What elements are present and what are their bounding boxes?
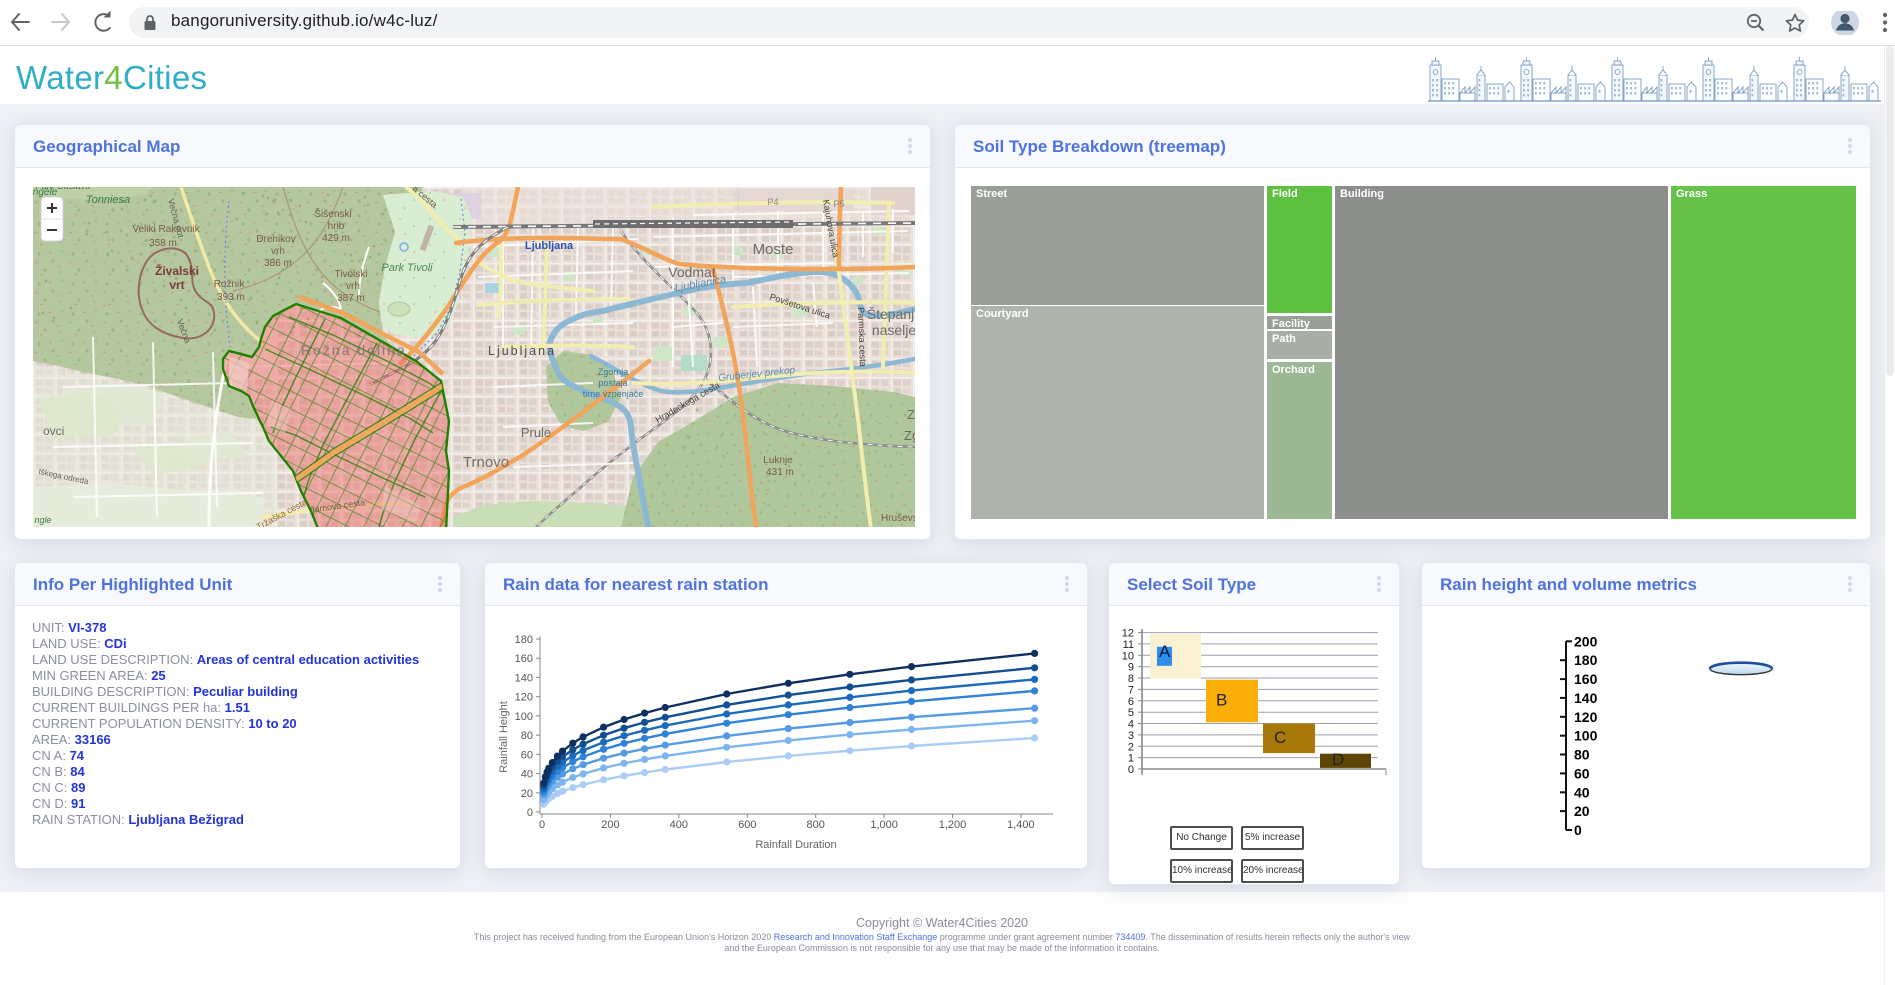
svg-text:200: 200 [601, 819, 619, 831]
svg-text:600: 600 [738, 819, 756, 831]
svg-text:10: 10 [1122, 650, 1134, 662]
svg-text:Tonniesa: Tonniesa [86, 194, 130, 206]
svg-text:60: 60 [521, 749, 533, 761]
svg-text:naselje: naselje [872, 322, 915, 338]
svg-text:A: A [1159, 642, 1171, 661]
svg-text:40: 40 [521, 769, 533, 781]
svg-text:Tivolski: Tivolski [335, 269, 368, 280]
svg-text:ngele: ngele [33, 187, 58, 198]
svg-text:Vodmat: Vodmat [668, 264, 716, 280]
svg-text:Trnovo: Trnovo [463, 454, 509, 471]
svg-text:12: 12 [1122, 628, 1134, 640]
svg-text:120: 120 [1574, 709, 1598, 725]
svg-text:393 m: 393 m [217, 292, 245, 303]
svg-text:20: 20 [1574, 803, 1590, 819]
svg-text:80: 80 [1574, 747, 1590, 763]
svg-text:Hruševsk: Hruševsk [881, 513, 915, 524]
svg-text:Štepanjs: Štepanjs [867, 306, 915, 322]
svg-text:Drenikov: Drenikov [256, 234, 295, 245]
svg-text:1: 1 [1128, 753, 1134, 765]
svg-text:ngle: ngle [34, 515, 51, 525]
svg-text:3: 3 [1128, 730, 1134, 742]
svg-text:60: 60 [1574, 765, 1590, 781]
svg-text:358 m: 358 m [149, 238, 177, 249]
svg-text:180: 180 [1574, 652, 1598, 668]
svg-text:Živalski: Živalski [155, 263, 199, 278]
svg-text:0: 0 [1574, 822, 1582, 838]
svg-text:160: 160 [1574, 671, 1598, 687]
svg-text:vrh: vrh [271, 246, 285, 257]
svg-text:Moste: Moste [753, 241, 794, 258]
svg-text:180: 180 [515, 634, 533, 646]
svg-text:387 m: 387 m [337, 293, 365, 304]
svg-text:ovci: ovci [43, 424, 64, 438]
svg-text:Park Gustava: Park Gustava [36, 187, 91, 191]
svg-text:0: 0 [1128, 764, 1134, 776]
svg-text:Ljubljana: Ljubljana [525, 240, 574, 252]
svg-text:40: 40 [1574, 784, 1590, 800]
svg-text:100: 100 [1574, 728, 1598, 744]
svg-text:Zgornja: Zgornja [598, 367, 629, 377]
svg-text:9: 9 [1128, 662, 1134, 674]
svg-text:C: C [1274, 728, 1286, 747]
svg-text:5: 5 [1128, 707, 1134, 719]
svg-text:Rožna dolina: Rožna dolina [301, 342, 407, 358]
svg-text:140: 140 [1574, 690, 1598, 706]
svg-text:1,200: 1,200 [939, 819, 967, 831]
svg-text:Zg: Zg [907, 407, 915, 422]
svg-text:Zgo: Zgo [904, 428, 915, 443]
svg-text:P5: P5 [833, 199, 844, 209]
svg-text:7: 7 [1128, 684, 1134, 696]
svg-text:800: 800 [807, 819, 825, 831]
svg-text:1,400: 1,400 [1007, 819, 1035, 831]
svg-text:P4: P4 [767, 197, 778, 207]
svg-text:100: 100 [515, 711, 533, 723]
svg-text:Ljubljana: Ljubljana [488, 344, 556, 358]
svg-text:Parmska cesta: Parmska cesta [856, 307, 868, 367]
svg-text:vrt: vrt [169, 278, 184, 292]
svg-text:0: 0 [527, 807, 533, 819]
svg-text:2: 2 [1128, 741, 1134, 753]
svg-text:80: 80 [521, 730, 533, 742]
svg-text:vrh: vrh [346, 281, 360, 292]
svg-text:Veliki Rakovnik: Veliki Rakovnik [132, 224, 200, 235]
svg-text:4: 4 [1128, 719, 1134, 731]
svg-text:6: 6 [1128, 696, 1134, 708]
svg-text:20: 20 [521, 788, 533, 800]
svg-text:Rainfall Height: Rainfall Height [498, 701, 510, 773]
svg-text:B: B [1216, 690, 1227, 709]
svg-text:Prule: Prule [521, 425, 551, 440]
svg-text:Rožnik: Rožnik [214, 279, 246, 290]
svg-text:Šišenski: Šišenski [314, 207, 351, 220]
svg-text:120: 120 [515, 692, 533, 704]
svg-text:386 m: 386 m [264, 258, 292, 269]
svg-text:160: 160 [515, 653, 533, 665]
svg-text:8: 8 [1128, 673, 1134, 685]
svg-text:200: 200 [1574, 633, 1598, 649]
svg-text:429 m: 429 m [322, 233, 350, 244]
svg-text:0: 0 [539, 819, 545, 831]
svg-text:hrib: hrib [328, 221, 345, 232]
svg-text:postaja: postaja [598, 378, 627, 388]
svg-text:Rainfall Duration: Rainfall Duration [755, 839, 836, 851]
svg-text:Luknje: Luknje [763, 455, 793, 466]
svg-text:Park Tivoli: Park Tivoli [381, 262, 433, 274]
svg-text:140: 140 [515, 672, 533, 684]
svg-text:1,000: 1,000 [870, 819, 898, 831]
svg-text:431 m: 431 m [766, 467, 794, 478]
svg-text:11: 11 [1123, 639, 1134, 651]
svg-text:D: D [1332, 750, 1344, 769]
svg-text:tirne vzpenjače: tirne vzpenjače [583, 389, 644, 399]
svg-text:400: 400 [670, 819, 688, 831]
